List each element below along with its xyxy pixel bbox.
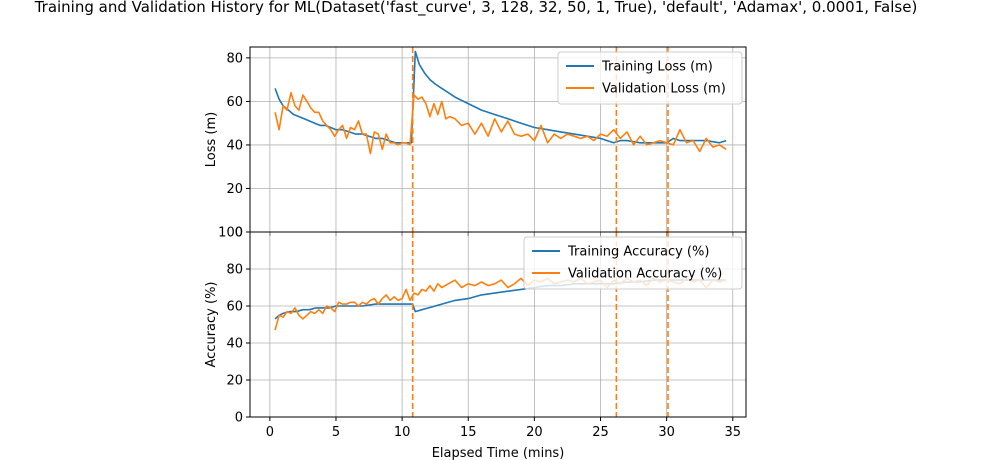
accuracy-axes-frame bbox=[249, 231, 747, 418]
accuracy-x-tick-label: 25 bbox=[592, 425, 609, 440]
validation-accuracy-legend-label: Validation Accuracy (%) bbox=[568, 267, 722, 282]
training-loss-m-legend-label: Training Loss (m) bbox=[601, 60, 713, 75]
accuracy-x-tick-label: 35 bbox=[724, 425, 741, 440]
accuracy-y-tick-label: 0 bbox=[235, 411, 243, 426]
loss-y-tick-label: 80 bbox=[226, 51, 243, 66]
accuracy-y-tick-label: 80 bbox=[226, 263, 243, 278]
accuracy-x-axis-label: Elapsed Time (mins) bbox=[432, 446, 565, 460]
accuracy-x-tick-label: 5 bbox=[332, 425, 340, 440]
accuracy-x-tick-label: 20 bbox=[526, 425, 543, 440]
accuracy-legend-box bbox=[523, 236, 743, 290]
loss-y-tick-label: 0 bbox=[235, 226, 243, 241]
loss-y-tick-label: 60 bbox=[226, 95, 243, 110]
accuracy-y-tick-label: 20 bbox=[226, 374, 243, 389]
accuracy-x-tick-label: 10 bbox=[394, 425, 411, 440]
accuracy-y-axis-label: Accuracy (%) bbox=[204, 282, 219, 368]
loss-legend: Training Loss (m) Validation Loss (m) bbox=[557, 51, 743, 105]
training-accuracy-legend-label: Training Accuracy (%) bbox=[567, 245, 709, 260]
loss-legend-box bbox=[557, 51, 743, 105]
accuracy-y-tick-label: 40 bbox=[226, 337, 243, 352]
chart-title: Training and Validation History for ML(D… bbox=[34, 0, 918, 17]
loss-y-axis-label: Loss (m) bbox=[204, 112, 219, 167]
accuracy-y-tick-label: 100 bbox=[218, 226, 243, 241]
accuracy-x-tick-label: 15 bbox=[460, 425, 477, 440]
validation-loss-m-legend-label: Validation Loss (m) bbox=[602, 82, 726, 97]
loss-subplot: 0 20 40 60 80 Loss (m) Training Loss (m) Valida… bbox=[204, 46, 747, 241]
validation-loss-m-line bbox=[274, 91, 727, 155]
accuracy-legend: Training Accuracy (%) Validation Accuracy… bbox=[523, 236, 743, 290]
accuracy-y-tick-label: 60 bbox=[226, 300, 243, 315]
accuracy-x-tick-label: 30 bbox=[658, 425, 675, 440]
training-loss-m-line bbox=[274, 50, 727, 144]
loss-y-tick-label: 40 bbox=[226, 138, 243, 153]
loss-y-tick-label: 20 bbox=[226, 182, 243, 197]
accuracy-x-tick-label: 0 bbox=[266, 425, 274, 440]
